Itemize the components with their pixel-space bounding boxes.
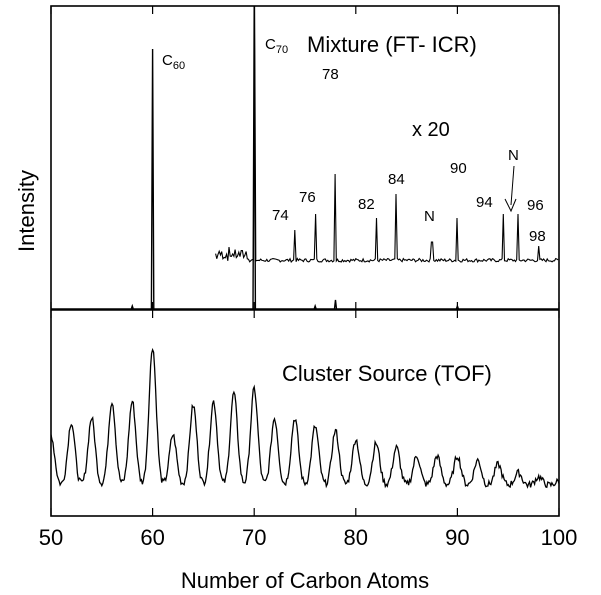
mixture-spectrum-trace <box>51 5 559 310</box>
n-arrow-label: N <box>508 147 519 164</box>
x-tick-label-80: 80 <box>344 525 368 550</box>
peak-label-78: 78 <box>322 66 339 83</box>
c70-label: C70 <box>265 36 288 56</box>
n-arrow-line <box>510 165 515 206</box>
y-axis-title: Intensity <box>14 170 39 252</box>
n-arrow-head <box>504 198 517 213</box>
x-axis-ticks: 50 60 70 80 90 100 <box>39 6 578 550</box>
magnified-spectrum-trace <box>215 5 559 264</box>
scale-label: x 20 <box>412 119 450 141</box>
peak-label-90: 90 <box>450 160 467 177</box>
x-axis-title: Number of Carbon Atoms <box>181 568 429 593</box>
peak-label-96: 96 <box>527 197 544 214</box>
peak-label-N: N <box>424 208 435 225</box>
x-tick-label-100: 100 <box>541 525 578 550</box>
peak-label-76: 76 <box>299 189 316 206</box>
mixture-panel-title: Mixture (FT- ICR) <box>307 32 477 57</box>
peak-label-98: 98 <box>529 228 546 245</box>
tof-panel-title: Cluster Source (TOF) <box>282 361 492 386</box>
x-tick-label-90: 90 <box>445 525 469 550</box>
x-tick-label-60: 60 <box>140 525 164 550</box>
peak-label-94: 94 <box>476 194 493 211</box>
c60-label: C60 <box>162 52 185 72</box>
tof-spectrum-trace <box>50 347 560 489</box>
peak-label-82: 82 <box>358 196 375 213</box>
peak-label-84: 84 <box>388 171 405 188</box>
x-tick-label-70: 70 <box>242 525 266 550</box>
peak-label-74: 74 <box>272 207 289 224</box>
plot-frame <box>50 5 560 517</box>
x-tick-label-50: 50 <box>39 525 63 550</box>
